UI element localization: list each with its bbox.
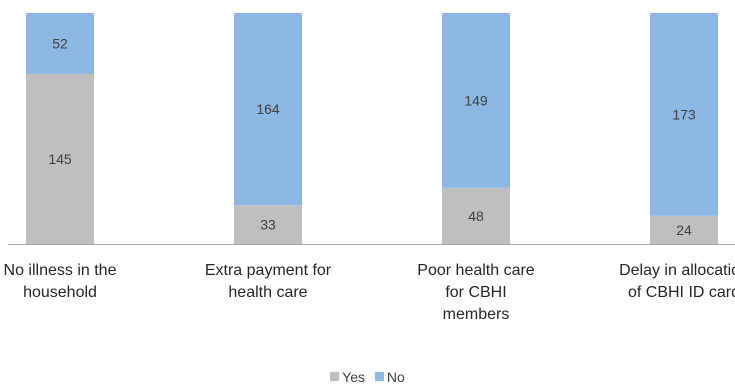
data-label: 24 [676,222,692,238]
bar-segment-yes [234,205,302,244]
bar-segment-yes [442,187,510,244]
legend: Yes No [0,368,735,385]
category-label: Extra payment for health care [204,262,332,301]
data-label: 145 [48,151,72,167]
legend-swatch-no [374,372,384,381]
bar-segment-no [26,13,94,74]
bar-segment-yes [650,215,718,244]
data-label: 33 [260,217,276,233]
data-label: 48 [468,208,484,224]
bar-segment-no [650,13,718,216]
legend-label-no: No [386,368,405,385]
data-label: 149 [464,92,488,108]
bar-segment-no [442,13,510,188]
category-label: Poor health care for CBHI members [417,262,535,323]
data-label: 164 [256,101,280,117]
legend-item-yes: Yes [330,369,365,385]
bar-segment-no [234,13,302,206]
legend-label-yes: Yes [342,368,366,385]
category-label: No illness in the household [3,262,117,301]
legend-swatch-yes [330,372,340,381]
legend-item-no: No [374,368,405,385]
bar-segment-yes [26,73,94,245]
category-label: Delay in allocation of CBHI ID card [619,262,735,301]
data-label: 173 [672,106,696,122]
data-label: 52 [52,35,68,51]
